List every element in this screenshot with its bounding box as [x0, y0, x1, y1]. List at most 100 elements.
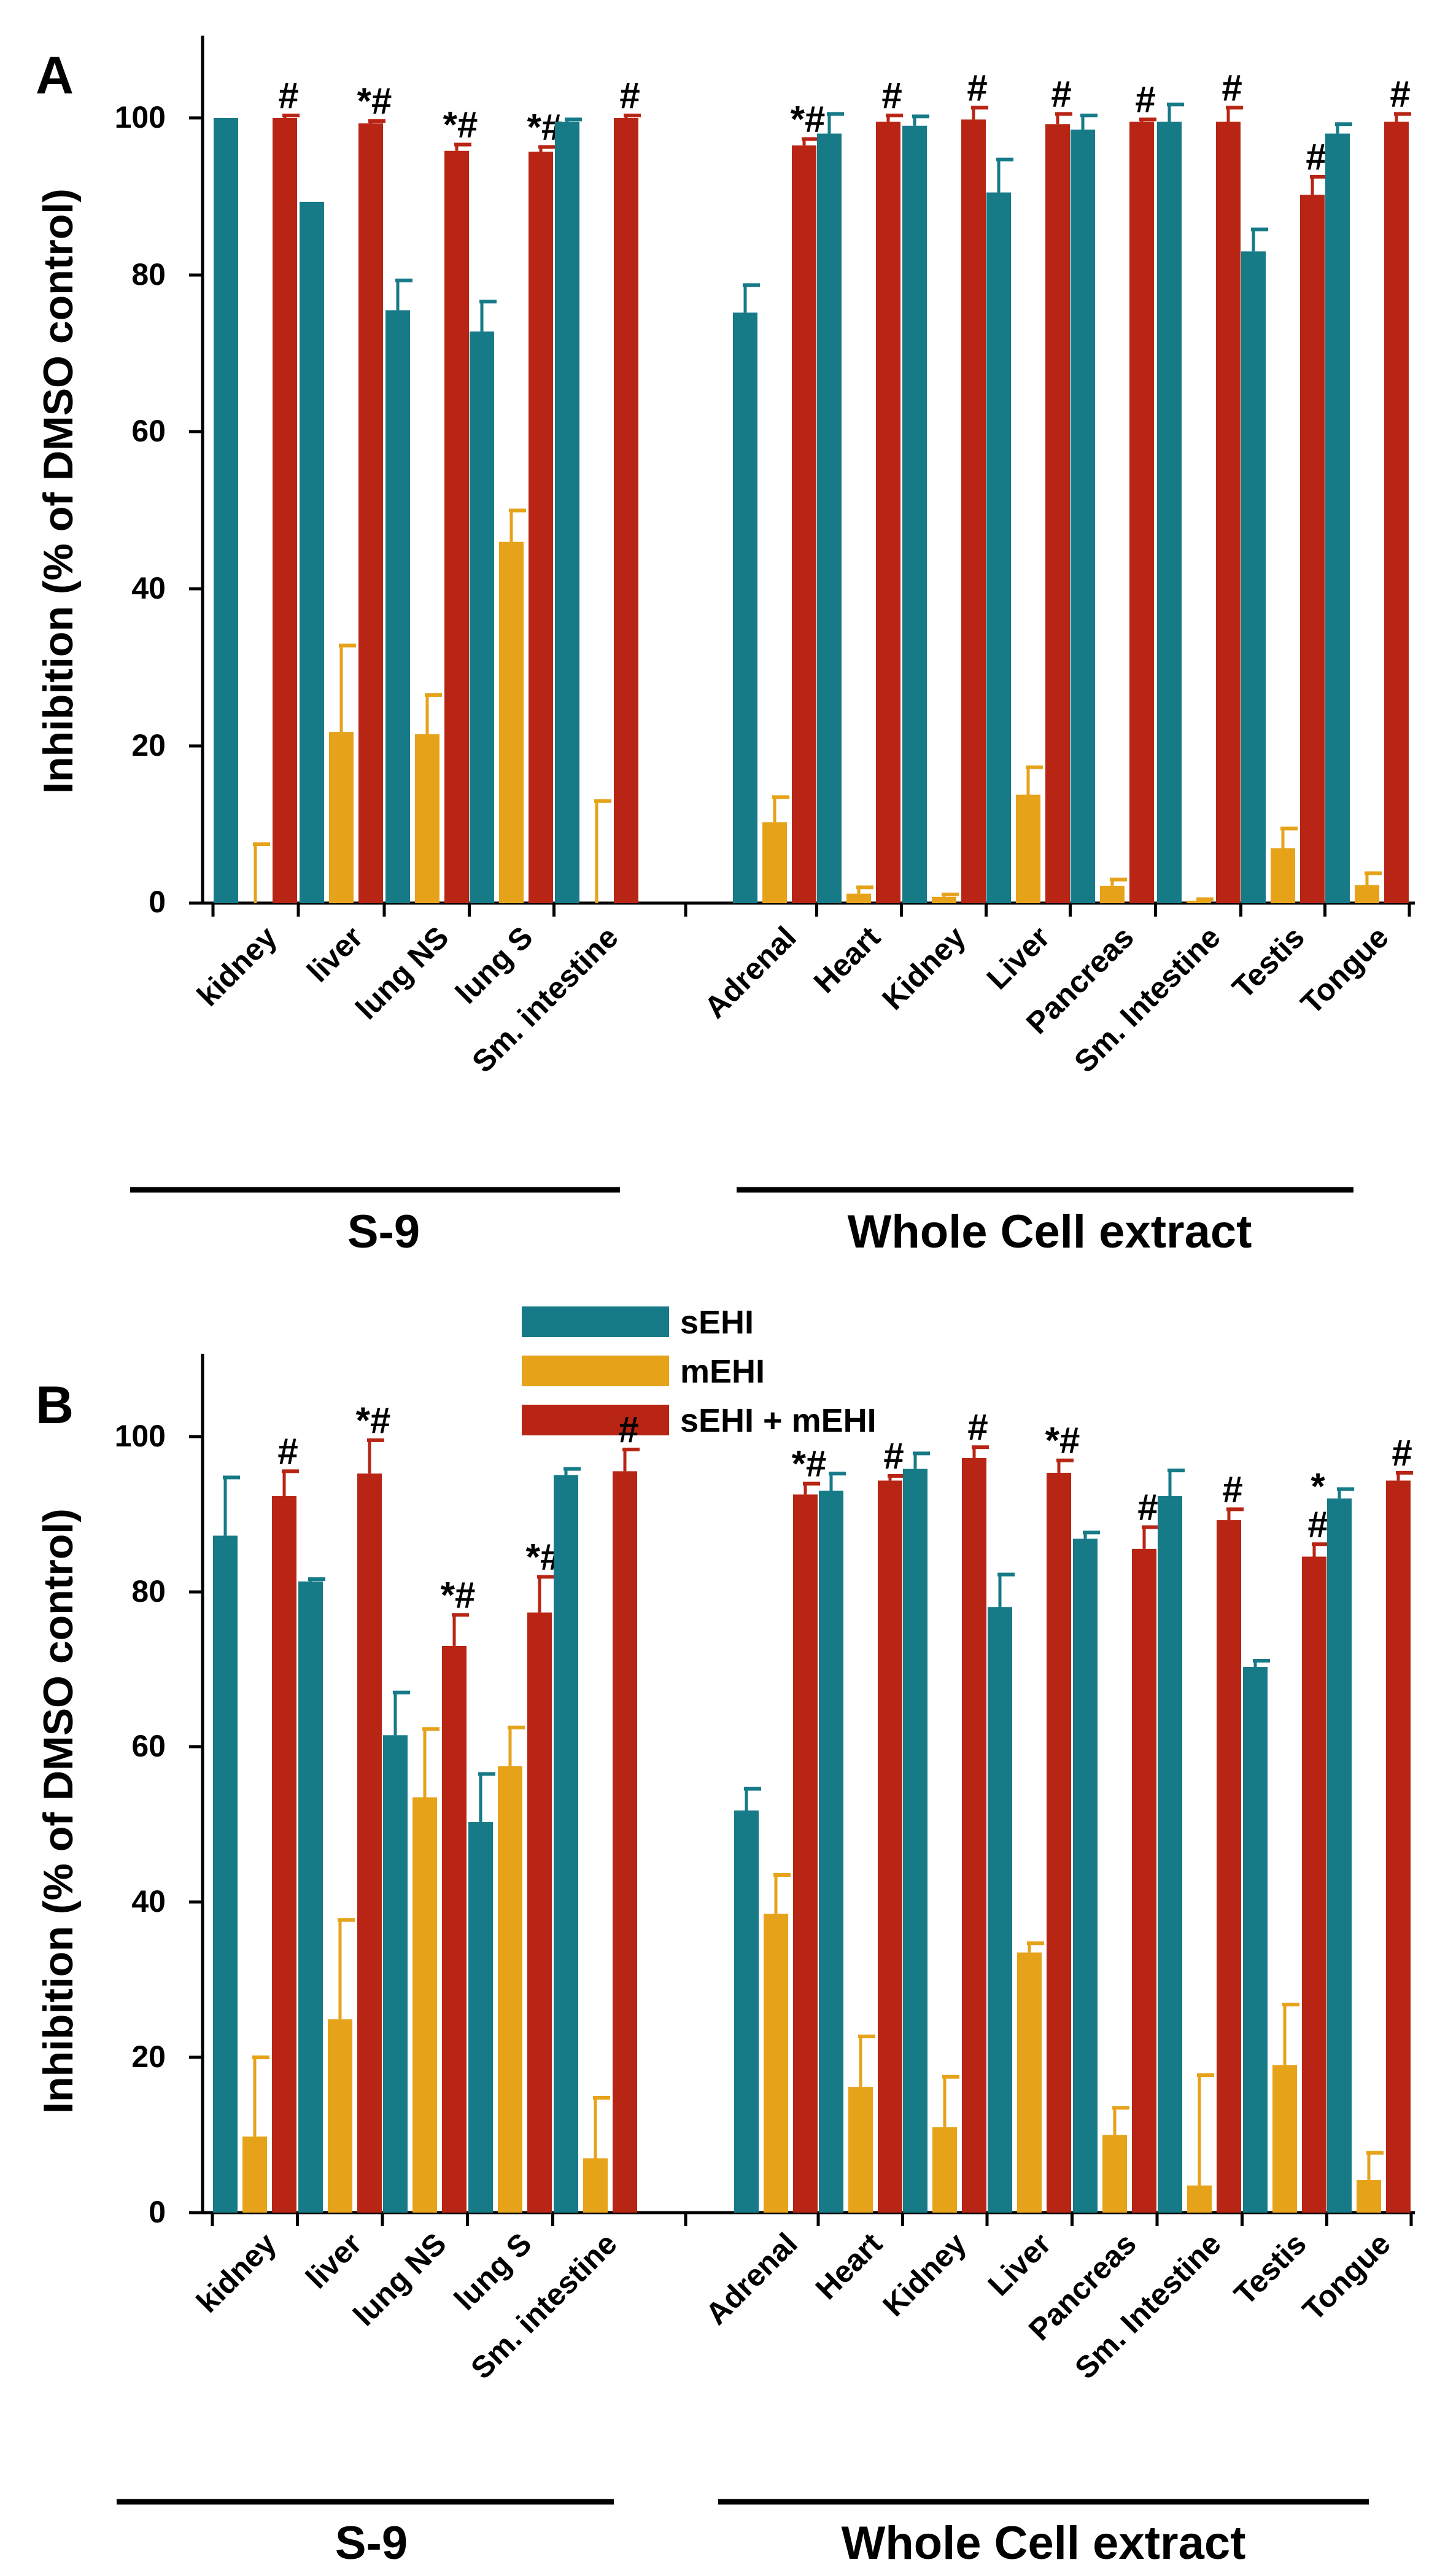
- panel-a-bar-mehi-kidney: [932, 896, 956, 903]
- panel-a-bar-mehi-adrenal: [762, 822, 787, 903]
- panel-a-bar-mehi-testis: [1271, 848, 1295, 903]
- panel-b-bar-mehi-tongue: [1357, 2179, 1381, 2213]
- panel-a-bar-sehi-liver: [986, 192, 1011, 903]
- panel-b-bar-sehi-liver: [988, 1607, 1012, 2213]
- panel-b-bar-sehi-sm-intestine: [554, 1475, 578, 2213]
- panel-b-y-tick-labels: 0 20 40 60 80 100: [115, 1419, 166, 2229]
- panel-b-significance-mark: #: [883, 1435, 904, 1477]
- legend-swatch-mehi: [522, 1356, 669, 1386]
- panel-b-bar-sehi-mehi-adrenal: [793, 1494, 818, 2213]
- panel-b-bar-sehi-mehi-sm-intestine: [613, 1471, 637, 2213]
- panel-a-bar-sehi-tongue: [1325, 133, 1350, 904]
- panel-b-significance-mark: *#: [1045, 1420, 1080, 1461]
- panel-a-x-tick-label-liver: liver: [300, 920, 369, 988]
- panel-b-bar-sehi-mehi-lung-s: [527, 1612, 552, 2213]
- panel-a-bar-sehi-testis: [1241, 251, 1266, 904]
- panel-a-significance-mark: *#: [443, 104, 478, 145]
- panel-a-x-tick-label-sm-intestine: Sm. intestine: [465, 920, 625, 1079]
- panel-a-y-tick-0: 0: [149, 885, 166, 919]
- panel-b-significance-mark: #: [1137, 1486, 1158, 1527]
- panel-b-significance-mark: #: [1222, 1469, 1242, 1510]
- panel-b-bar-sehi-adrenal: [734, 1810, 759, 2213]
- panel-b-bar-mehi-adrenal: [764, 1914, 788, 2213]
- panel-b-bar-sehi-mehi-tongue: [1386, 1480, 1411, 2213]
- panel-a-x-tick-label-lung-ns: lung NS: [349, 920, 455, 1026]
- panel-a-bar-sehi-liver: [300, 201, 324, 903]
- panel-b-bar-sehi-mehi-testis: [1302, 1556, 1326, 2213]
- panel-b-significance-mark: #: [618, 1409, 638, 1450]
- legend-label-mehi: mEHI: [680, 1353, 765, 1390]
- panel-a-group-label-s9: S-9: [347, 1206, 420, 1258]
- panel-a-bar-sehi-mehi-sm-intestine: [1216, 122, 1241, 903]
- panel-b-x-tick-label-kidney: kidney: [190, 2226, 283, 2319]
- panel-b-bar-mehi-lung-ns: [412, 1797, 437, 2213]
- panel-a-bar-sehi-mehi-pancreas: [1129, 122, 1154, 903]
- panel-a-bar-sehi-mehi-tongue: [1384, 122, 1409, 903]
- panel-a-bar-sehi-mehi-liver: [358, 123, 383, 903]
- panel-b-y-tick-40: 40: [131, 1884, 166, 1919]
- panel-a-bar-sehi-kidney: [902, 125, 927, 903]
- panel-a-bar-mehi-lung-ns: [415, 734, 440, 903]
- panel-b-bar-sehi-sm-intestine: [1158, 1496, 1182, 2213]
- panel-b-bar-sehi-lung-s: [468, 1822, 493, 2213]
- panel-a-significance-mark: #: [881, 75, 902, 116]
- panel-b-bar-sehi-mehi-heart: [878, 1480, 902, 2213]
- panel-a-bar-mehi-heart: [846, 893, 871, 903]
- panel-a-y-axis-label: Inhibition (% of DMSO control): [35, 188, 82, 794]
- panel-b-x-tick-label-kidney: Kidney: [876, 2226, 973, 2323]
- panel-a-x-tick-label-kidney: Kidney: [875, 920, 972, 1017]
- panel-b-group-label-whole-cell: Whole Cell extract: [842, 2517, 1246, 2569]
- panel-a-bar-mehi-sm-intestine: [1187, 901, 1211, 903]
- panel-b-significance-mark: #: [277, 1430, 298, 1472]
- legend-label-both: sEHI + mEHI: [680, 1402, 877, 1439]
- panel-b-bar-mehi-liver: [328, 2019, 352, 2213]
- panel-a-y-tick-labels: 0 20 40 60 80 100: [115, 100, 166, 919]
- panel-b-bar-sehi-kidney: [213, 1535, 238, 2213]
- panel-a: A Inhibition (% of DMSO control) 0 20 40…: [35, 36, 1415, 1258]
- panel-a-x-tick-label-liver: Liver: [980, 920, 1056, 996]
- panel-b-x-tick-label-liver: Liver: [982, 2226, 1058, 2302]
- panel-b-bar-sehi-mehi-lung-ns: [442, 1645, 467, 2213]
- panel-b-significance-mark: #: [1392, 1432, 1412, 1473]
- panel-b-bar-mehi-lung-s: [498, 1766, 522, 2213]
- panel-a-x-tick-label-tongue: Tongue: [1294, 920, 1395, 1021]
- panel-a-bar-sehi-pancreas: [1071, 130, 1095, 903]
- panel-a-y-tick-80: 80: [131, 257, 166, 292]
- panel-a-significance-mark: *#: [357, 80, 392, 122]
- panel-a-x-tick-label-adrenal: Adrenal: [698, 920, 803, 1025]
- legend-swatch-sehi: [522, 1306, 669, 1337]
- panel-b-bar-sehi-liver: [298, 1581, 323, 2213]
- panel-a-bar-sehi-mehi-lung-s: [529, 151, 553, 904]
- panel-a-bar-mehi-lung-s: [499, 541, 524, 903]
- panel-a-significance-mark: #: [1390, 74, 1410, 115]
- panel-a-group-label-whole-cell: Whole Cell extract: [848, 1206, 1252, 1258]
- panel-b-bar-mehi-sm-intestine: [1187, 2185, 1212, 2213]
- panel-b-x-tick-label-adrenal: Adrenal: [699, 2226, 804, 2331]
- panel-b-bar-mehi-kidney: [932, 2127, 957, 2213]
- panel-b-x-ticks: [211, 2213, 1413, 2226]
- panel-a-significance-mark: #: [1051, 74, 1071, 115]
- panel-b-bar-sehi-heart: [819, 1491, 843, 2213]
- panel-b-bar-sehi-kidney: [903, 1469, 927, 2213]
- panel-a-significance-mark: #: [278, 75, 298, 116]
- panel-a-bars: # *#*# *##*## # # # ###: [214, 67, 1411, 904]
- panel-a-bar-mehi-pancreas: [1100, 885, 1125, 903]
- panel-a-bar-mehi-tongue: [1355, 885, 1379, 903]
- panel-a-bar-sehi-mehi-testis: [1300, 195, 1325, 903]
- panel-b-bar-sehi-mehi-pancreas: [1132, 1548, 1156, 2213]
- panel-b-x-tick-label-sm-intestine: Sm. Intestine: [1068, 2226, 1228, 2386]
- panel-b-significance-mark: #: [967, 1407, 988, 1448]
- panel-b-significance-mark: #: [1307, 1504, 1328, 1545]
- panel-b-x-tick-label-liver: liver: [299, 2226, 368, 2295]
- panel-b-bar-sehi-mehi-liver: [357, 1473, 382, 2213]
- panel-a-bar-sehi-mehi-sm-intestine: [614, 118, 638, 903]
- panel-b-y-tick-80: 80: [131, 1574, 166, 1609]
- panel-b-bar-mehi-liver: [1017, 1952, 1042, 2213]
- panel-a-bar-sehi-mehi-liver: [1045, 124, 1070, 904]
- panel-a-bar-sehi-mehi-lung-ns: [444, 150, 469, 903]
- panel-b-bar-sehi-lung-ns: [383, 1735, 408, 2213]
- panel-a-significance-mark: #: [967, 67, 987, 108]
- panel-a-significance-mark: #: [619, 75, 640, 116]
